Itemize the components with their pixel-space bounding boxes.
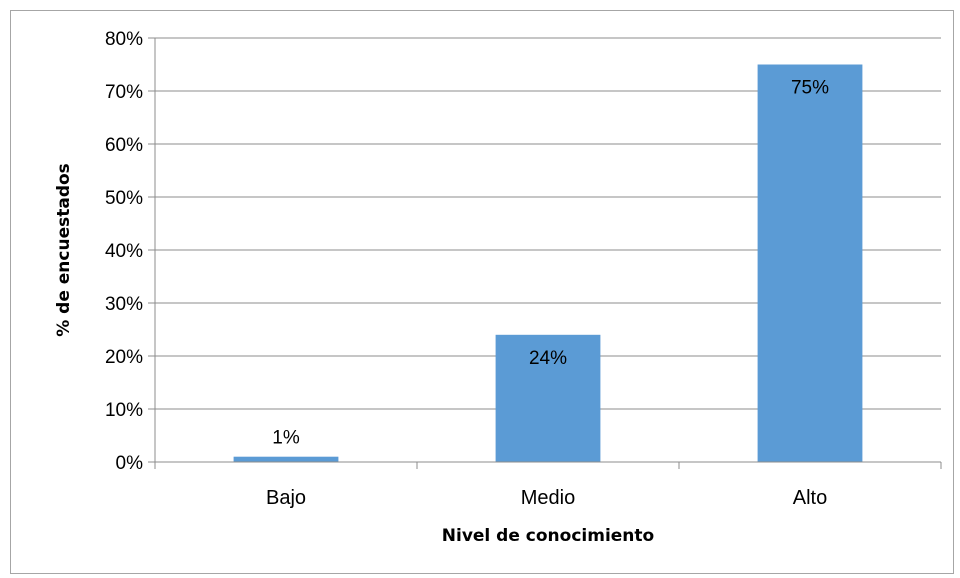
y-tick-label: 50% <box>105 188 143 209</box>
y-axis-title: % de encuestados <box>54 163 74 337</box>
axes <box>148 37 942 469</box>
x-axis-title: Nivel de conocimiento <box>442 526 654 546</box>
y-tick-label: 70% <box>105 82 143 103</box>
bar-bajo <box>233 456 339 462</box>
x-category-label: Alto <box>793 487 827 509</box>
y-tick-label: 10% <box>105 400 143 421</box>
bars <box>233 64 863 462</box>
x-category-label: Medio <box>521 487 575 509</box>
y-tick-label: 80% <box>105 29 143 50</box>
x-category-label: Bajo <box>266 487 306 509</box>
y-tick-label: 40% <box>105 241 143 262</box>
y-tick-label: 0% <box>116 453 144 474</box>
bar-medio <box>495 334 601 462</box>
data-label: 24% <box>529 348 567 369</box>
data-label: 1% <box>272 428 300 449</box>
data-label: 75% <box>791 78 829 99</box>
bar-alto <box>757 64 863 462</box>
y-tick-label: 60% <box>105 135 143 156</box>
labels: 0% 10% 20% 30% 40% 50% 60% 70% 80% 1% Bajo 24% Medio… <box>105 29 829 509</box>
y-tick-label: 20% <box>105 347 143 368</box>
y-tick-label: 30% <box>105 294 143 315</box>
